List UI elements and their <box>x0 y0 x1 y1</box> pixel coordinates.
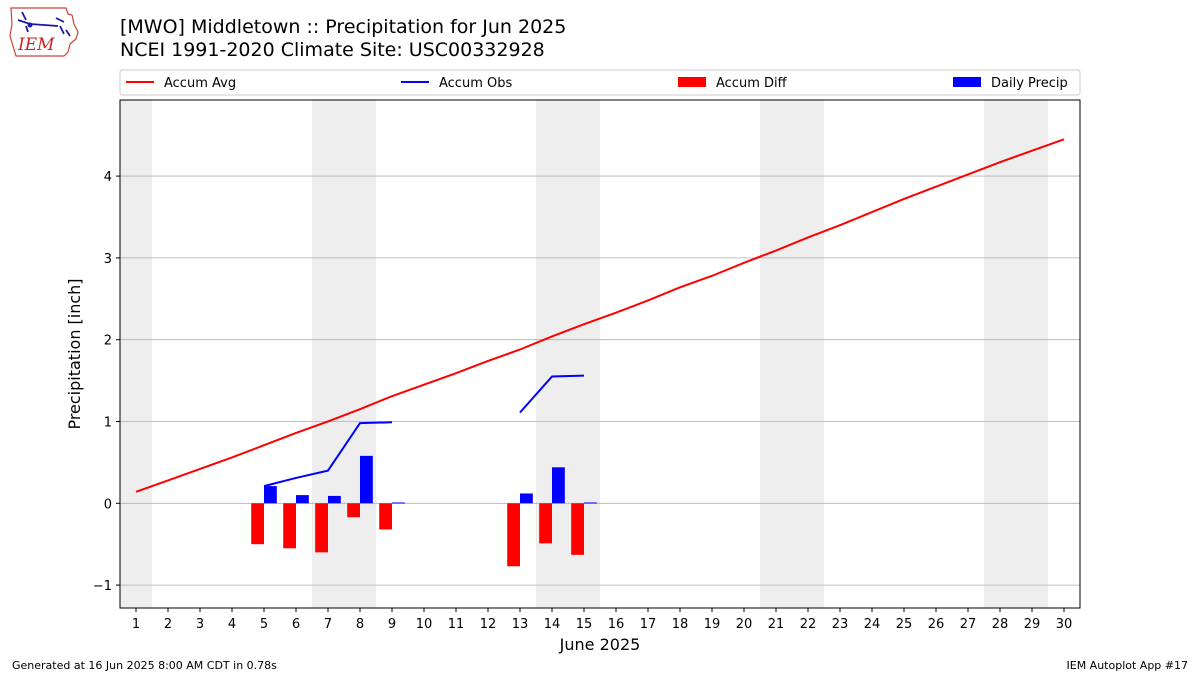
x-tick-label: 20 <box>736 617 753 632</box>
x-tick-label: 10 <box>416 617 433 632</box>
x-tick-label: 2 <box>164 617 172 632</box>
x-tick-label: 13 <box>512 617 529 632</box>
weekend-band <box>984 100 1048 608</box>
x-tick-label: 29 <box>1024 617 1041 632</box>
x-tick-label: 25 <box>896 617 913 632</box>
chart-title: [MWO] Middletown :: Precipitation for Ju… <box>120 16 567 38</box>
iem-logo-graphic: IEM <box>9 7 79 57</box>
legend-label: Accum Avg <box>164 76 236 91</box>
plot-frame <box>119 99 1081 609</box>
daily-precip-bar <box>328 495 341 504</box>
x-tick-label: 19 <box>704 617 721 632</box>
x-tick-label: 9 <box>388 617 396 632</box>
x-tick-label: 17 <box>640 617 657 632</box>
accum-diff-bar <box>283 503 296 549</box>
x-tick-label: 26 <box>928 617 945 632</box>
x-axis-ticks: 1 2 3 4 5 6 7 8 9 10 11 12 13 14 15 16 17 18 19 20 21 22 23 24 2… <box>132 608 1072 632</box>
legend-label: Daily Precip <box>991 76 1068 91</box>
x-tick-label: 24 <box>864 617 881 632</box>
daily-precip-bar <box>552 467 565 504</box>
bar-series <box>251 455 597 567</box>
y-axis-label: Precipitation [inch] <box>65 278 84 429</box>
x-tick-label: 12 <box>480 617 497 632</box>
x-tick-label: 23 <box>832 617 849 632</box>
accum-diff-bar <box>379 503 392 530</box>
y-tick-label: 4 <box>104 170 112 185</box>
accum-diff-bar <box>539 503 552 544</box>
y-tick-label: 3 <box>104 252 112 267</box>
grid-lines <box>120 175 1080 586</box>
x-tick-label: 30 <box>1056 617 1073 632</box>
x-tick-label: 6 <box>292 617 300 632</box>
weekend-bands <box>120 100 1048 608</box>
accum-diff-bar <box>507 503 520 567</box>
x-tick-label: 3 <box>196 617 204 632</box>
x-tick-label: 18 <box>672 617 689 632</box>
x-tick-label: 5 <box>260 617 268 632</box>
legend-swatch <box>953 77 981 87</box>
daily-precip-bar <box>360 455 373 504</box>
x-axis-label: June 2025 <box>559 635 641 654</box>
y-tick-label: 1 <box>104 415 112 430</box>
footer-app: IEM Autoplot App #17 <box>1066 659 1189 672</box>
x-tick-label: 11 <box>448 617 465 632</box>
accum-diff-bar <box>571 503 584 555</box>
accum-diff-bar <box>347 503 360 518</box>
y-axis-ticks: −1 0 1 2 3 4 <box>93 170 120 594</box>
legend-box <box>119 69 1081 96</box>
y-tick-label: −1 <box>93 579 112 594</box>
legend-swatch <box>678 77 706 87</box>
x-tick-label: 21 <box>768 617 785 632</box>
logo-text: IEM <box>17 35 55 55</box>
x-tick-label: 8 <box>356 617 364 632</box>
x-tick-label: 14 <box>544 617 561 632</box>
x-tick-label: 27 <box>960 617 977 632</box>
accum-obs-line <box>519 374 585 414</box>
x-tick-label: 15 <box>576 617 593 632</box>
legend-label: Accum Diff <box>716 76 788 91</box>
weekend-band <box>120 100 152 608</box>
line-series <box>135 138 1065 493</box>
daily-precip-bar <box>584 502 597 504</box>
accum-diff-bar <box>251 503 264 545</box>
daily-precip-bar <box>392 502 405 504</box>
x-tick-label: 4 <box>228 617 236 632</box>
accum-avg-line <box>135 138 1065 493</box>
iem-logo: IEM <box>8 6 80 62</box>
footer-generated: Generated at 16 Jun 2025 8:00 AM CDT in … <box>12 659 277 672</box>
daily-precip-bar <box>296 495 309 504</box>
y-tick-label: 2 <box>104 334 112 349</box>
accum-diff-bar <box>315 503 328 553</box>
legend: Accum Avg Accum Obs Accum Diff Daily Precip <box>119 69 1081 96</box>
x-tick-label: 7 <box>324 617 332 632</box>
legend-label: Accum Obs <box>439 76 512 91</box>
daily-precip-bar <box>520 493 533 504</box>
weekend-band <box>760 100 824 608</box>
x-tick-label: 22 <box>800 617 817 632</box>
x-tick-label: 28 <box>992 617 1009 632</box>
chart-subtitle: NCEI 1991-2020 Climate Site: USC00332928 <box>120 39 545 61</box>
accum-obs-line <box>263 421 393 488</box>
y-tick-label: 0 <box>104 497 112 512</box>
x-tick-label: 1 <box>132 617 140 632</box>
daily-precip-bar <box>264 486 277 504</box>
x-tick-label: 16 <box>608 617 625 632</box>
